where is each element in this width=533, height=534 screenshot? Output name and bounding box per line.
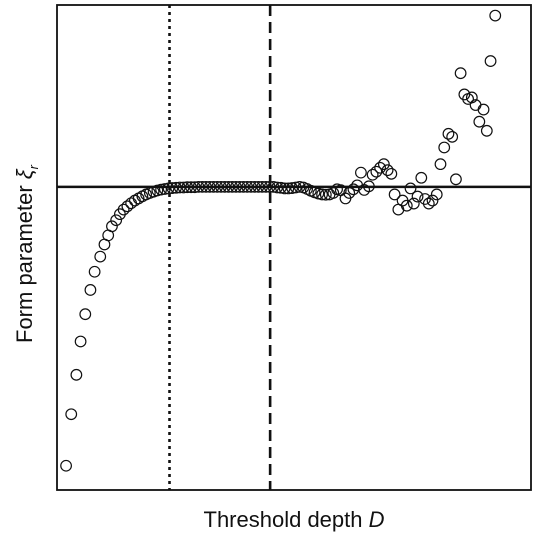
data-point: [286, 182, 299, 194]
data-point: [256, 180, 269, 193]
data-point: [415, 171, 428, 184]
data-point: [192, 180, 205, 193]
data-point: [200, 180, 212, 193]
data-point: [267, 180, 280, 193]
data-point: [177, 181, 190, 194]
data-point: [271, 181, 284, 194]
data-point: [203, 180, 216, 193]
data-point: [166, 182, 179, 194]
data-points: [60, 9, 502, 472]
data-point: [422, 197, 435, 210]
x-axis-label: Threshold depth D: [204, 507, 385, 532]
data-point: [84, 284, 97, 296]
data-point: [158, 183, 171, 195]
reference-lines: [57, 5, 531, 490]
data-point: [465, 91, 478, 104]
data-point: [377, 158, 390, 171]
data-point: [293, 180, 306, 193]
plot-frame: [56, 4, 532, 491]
data-point: [117, 203, 130, 216]
data-point: [388, 188, 401, 201]
data-point: [411, 190, 424, 203]
data-point: [278, 182, 291, 195]
data-point: [381, 164, 394, 177]
data-point: [316, 188, 328, 201]
y-axis-label: Form parameter ξr: [12, 164, 41, 343]
data-point: [88, 265, 101, 278]
data-point: [60, 459, 72, 472]
data-point: [274, 181, 287, 194]
data-point: [442, 127, 455, 140]
data-point: [374, 161, 387, 174]
data-point: [215, 180, 227, 193]
data-point: [370, 165, 383, 178]
data-point: [106, 220, 118, 233]
data-point: [400, 199, 413, 212]
data-point: [207, 180, 220, 193]
data-point: [407, 197, 420, 210]
data-point: [222, 180, 235, 193]
data-point: [196, 180, 209, 193]
data-point: [289, 181, 302, 194]
data-point: [173, 181, 186, 194]
data-point: [454, 67, 467, 80]
data-point: [434, 158, 447, 171]
data-point: [385, 167, 398, 180]
data-point: [450, 173, 462, 186]
data-point: [430, 188, 443, 201]
data-point: [366, 168, 379, 181]
data-point: [211, 180, 224, 193]
data-point: [79, 308, 92, 321]
data-point: [263, 180, 276, 193]
data-point: [260, 180, 272, 193]
data-point: [245, 180, 257, 193]
data-point: [110, 214, 123, 227]
data-point: [343, 187, 356, 199]
data-point: [155, 183, 167, 196]
data-point: [237, 180, 250, 193]
data-point: [480, 124, 493, 137]
data-point: [162, 182, 175, 195]
data-point: [241, 180, 254, 193]
data-point: [70, 368, 83, 381]
data-point: [446, 130, 459, 143]
data-point: [248, 180, 261, 193]
data-point: [477, 103, 490, 116]
data-point: [188, 181, 201, 194]
data-point: [65, 408, 78, 421]
data-point: [404, 182, 417, 195]
data-point: [185, 181, 197, 194]
data-point: [218, 180, 231, 193]
data-point: [312, 187, 325, 200]
data-point: [282, 182, 295, 195]
data-point: [181, 181, 194, 194]
data-point: [319, 188, 332, 201]
data-point: [94, 250, 107, 263]
data-point: [484, 55, 497, 67]
data-point: [252, 180, 265, 193]
data-point: [74, 335, 87, 348]
data-point: [327, 187, 340, 199]
data-point: [489, 9, 502, 22]
data-point: [362, 180, 375, 193]
data-point: [438, 141, 451, 154]
data-point: [121, 200, 134, 213]
data-point: [473, 115, 486, 128]
data-point: [233, 180, 246, 193]
data-point: [226, 180, 239, 193]
data-point: [230, 180, 242, 193]
data-point: [170, 181, 182, 194]
data-point: [355, 166, 367, 179]
data-point: [426, 194, 439, 207]
